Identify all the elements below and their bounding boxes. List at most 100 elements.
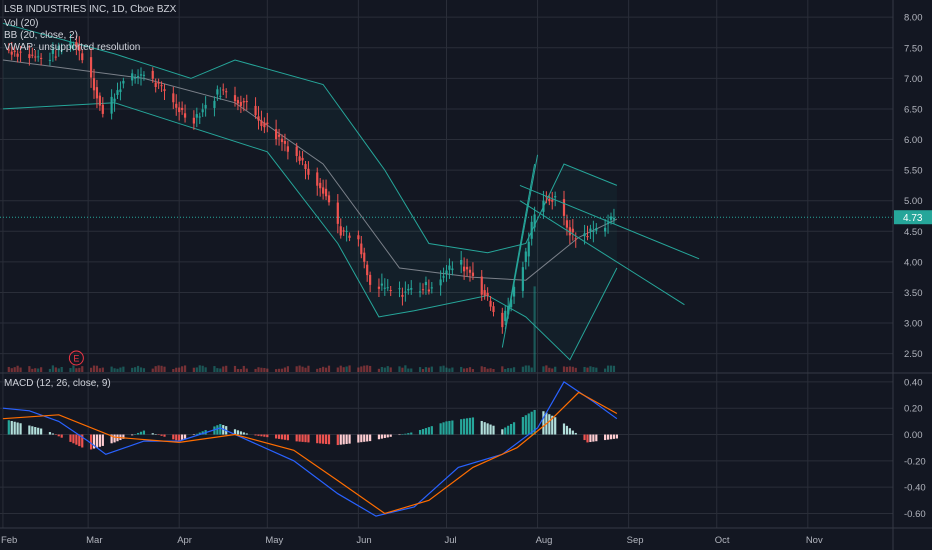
volume-bar	[101, 367, 104, 372]
candle-body	[530, 221, 533, 239]
volume-bar	[530, 367, 533, 372]
candle-body	[301, 157, 304, 161]
candle-body	[551, 199, 554, 202]
volume-bar	[81, 366, 84, 372]
macd-histogram-bar	[48, 432, 52, 435]
candle-body	[410, 288, 413, 290]
volume-bar	[451, 367, 454, 372]
macd-histogram-bar	[242, 432, 245, 435]
bb-legend[interactable]: BB (20, close, 2)	[4, 30, 78, 41]
macd-histogram-bar	[31, 426, 34, 435]
trendline	[519, 184, 700, 260]
macd-histogram-bar	[322, 434, 325, 444]
time-axis-label: Apr	[177, 535, 192, 546]
volume-bar	[119, 367, 122, 372]
candle-body	[286, 146, 289, 152]
volume-bar	[324, 367, 328, 372]
candle-body	[483, 290, 486, 296]
volume-bar	[345, 366, 348, 372]
candle-body	[316, 172, 319, 186]
macd-legend[interactable]: MACD (12, 26, close, 9)	[4, 378, 111, 389]
candle-body	[183, 113, 187, 118]
candle-body	[110, 96, 113, 114]
candle-body	[204, 104, 207, 109]
volume-bar	[110, 366, 113, 372]
macd-histogram-bar	[301, 434, 304, 442]
candle-body	[327, 195, 331, 203]
macd-axis-label: -0.60	[904, 509, 926, 520]
macd-histogram-bar	[110, 434, 113, 444]
volume-bar	[219, 368, 222, 372]
macd-histogram-bar	[257, 434, 260, 436]
volume-bar	[542, 366, 545, 372]
macd-histogram-bar	[122, 434, 125, 439]
volume-bar	[277, 368, 281, 372]
macd-histogram-bar	[542, 411, 545, 435]
macd-histogram-bar	[172, 434, 175, 440]
candle-body	[131, 73, 134, 81]
volume-bar	[424, 367, 428, 372]
volume-bar	[19, 367, 22, 372]
macd-histogram-bar	[89, 434, 93, 450]
candle-body	[510, 299, 513, 308]
macd-histogram-bar	[404, 433, 407, 435]
macd-histogram-bar	[551, 415, 554, 435]
vol-legend[interactable]: Vol (20)	[4, 18, 39, 29]
volume-bar	[463, 368, 466, 372]
macd-histogram-bar	[463, 418, 466, 435]
macd-histogram-bar	[424, 428, 428, 435]
volume-bar	[430, 366, 433, 372]
macd-line	[2, 381, 618, 517]
volume-bar	[301, 366, 304, 372]
volume-bar	[471, 369, 475, 372]
macd-histogram-bar	[283, 434, 287, 440]
macd-histogram-bar	[489, 424, 492, 435]
volume-bars	[7, 286, 616, 372]
candle-body	[401, 294, 404, 297]
candle-body	[442, 276, 445, 278]
macd-histogram-bar	[13, 421, 16, 435]
macd-histogram-bar	[389, 434, 392, 437]
candle-body	[119, 89, 122, 93]
volume-bar	[442, 365, 445, 372]
macd-histogram-bar	[233, 429, 237, 435]
candle-body	[571, 228, 574, 233]
candle-body	[101, 104, 104, 114]
volume-bar	[612, 365, 616, 372]
time-axis-label: Feb	[1, 535, 17, 546]
vwap-legend[interactable]: VWAP: unsupported resolution	[4, 42, 141, 53]
volume-bar	[389, 367, 392, 372]
candle-body	[225, 91, 228, 93]
price-axis-label: 7.50	[904, 43, 923, 54]
volume-bar	[524, 365, 527, 372]
macd-histogram-bar	[571, 430, 574, 435]
volume-bar	[468, 367, 472, 372]
candle-body	[81, 53, 84, 61]
candle-body	[151, 70, 154, 79]
volume-bar	[181, 366, 184, 372]
volume-bar	[322, 366, 325, 372]
price-axis-label: 2.50	[904, 349, 923, 360]
macd-histogram-bar	[175, 434, 178, 441]
symbol-title[interactable]: LSB INDUSTRIES INC, 1D, Cboe BZX	[4, 4, 177, 15]
candle-body	[72, 45, 75, 47]
volume-bar	[606, 365, 610, 372]
macd-histogram-bar	[565, 425, 569, 435]
macd-histogram-bar	[407, 433, 410, 435]
volume-bar	[439, 366, 442, 372]
volume-bar	[16, 365, 19, 372]
volume-bar	[10, 368, 13, 372]
macd-histogram-bar	[245, 433, 248, 435]
macd-histogram-bar	[57, 434, 60, 437]
candle-body	[389, 290, 392, 292]
candle-body	[398, 288, 401, 290]
time-axis-label: Nov	[806, 535, 823, 546]
price-axis-label: 4.50	[904, 227, 923, 238]
candle-body	[366, 264, 369, 276]
volume-bar	[604, 368, 607, 372]
macd-histogram-bar	[139, 431, 143, 435]
volume-bar	[486, 368, 489, 372]
macd-histogram-bar	[430, 426, 433, 435]
bollinger-lower-line	[2, 102, 618, 361]
